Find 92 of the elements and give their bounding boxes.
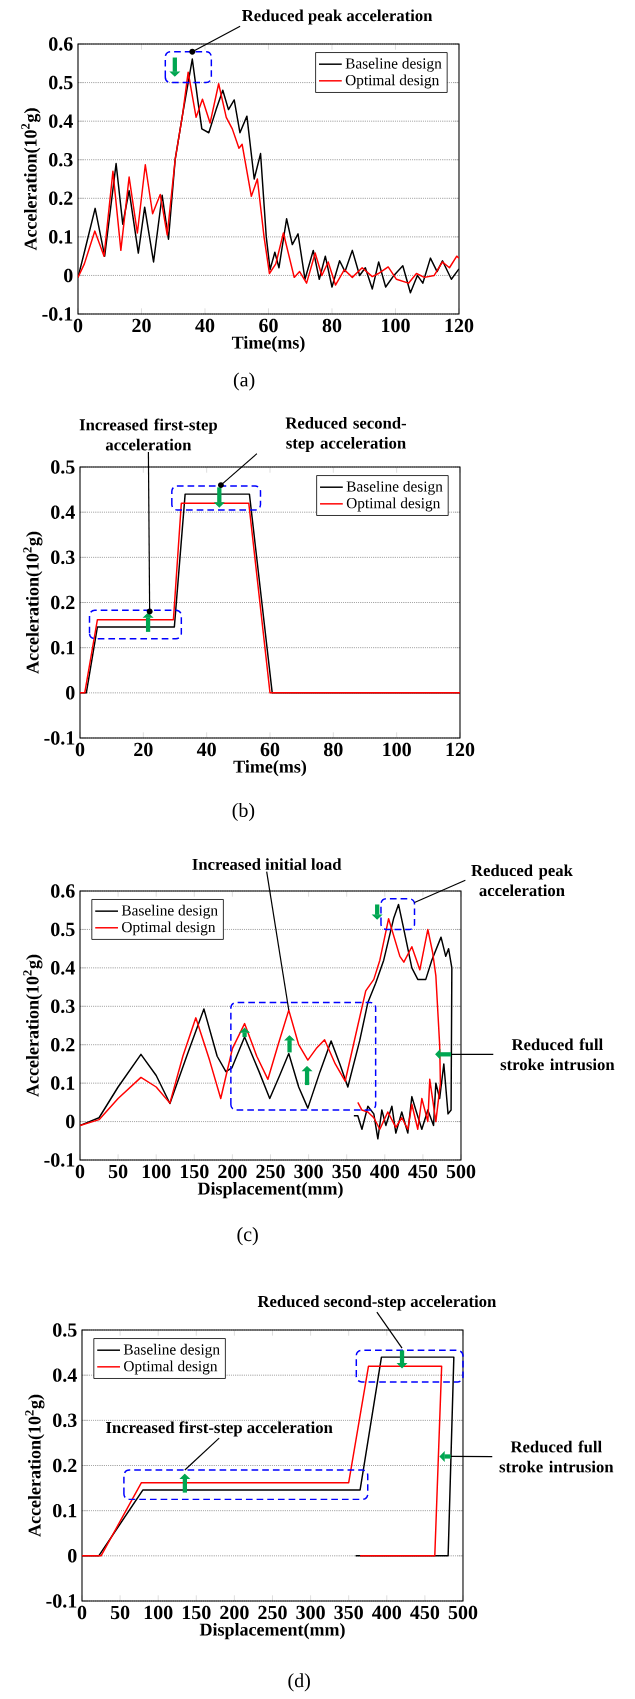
y-tick-label: 0.2 (49, 191, 73, 206)
x-tick-label: 450 (410, 1605, 440, 1620)
annotation: Increased initial load (192, 858, 342, 870)
x-tick-label: 400 (372, 1605, 402, 1620)
x-tick-label: 500 (446, 1164, 476, 1179)
y-tick-label: 0 (64, 268, 73, 283)
y-tick-label: 0.3 (53, 1413, 77, 1428)
x-tick-label: 20 (134, 742, 153, 757)
x-tick-label: 80 (324, 742, 343, 757)
y-tick-label: 0.1 (51, 1076, 75, 1090)
y-tick-label: 0.2 (51, 1037, 75, 1052)
x-tick-label: 80 (322, 318, 342, 333)
x-tick-label: 50 (110, 1605, 130, 1620)
y-tick-label: 0.3 (51, 999, 75, 1014)
y-tick-label: 0.1 (53, 1503, 77, 1518)
text: (c) (237, 1227, 258, 1246)
x-tick-label: 120 (446, 742, 475, 757)
y-tick-label: 0.1 (49, 230, 73, 244)
x-tick-label: 150 (180, 1164, 209, 1179)
x-tick-label: 250 (256, 1164, 285, 1179)
y-tick-label: 0.5 (51, 922, 75, 937)
x-tick-label: 100 (144, 1605, 173, 1620)
x-tick-label: 150 (182, 1605, 211, 1620)
y-axis-title: Acceleration(10$^{2}$g) (23, 531, 43, 674)
x-tick-label: 450 (408, 1164, 438, 1179)
text: Reduced peak acceleration (471, 864, 573, 897)
y-tick-label: 0.1 (51, 640, 75, 655)
x-axis-title: Time(ms) (231, 336, 305, 353)
y-axis-title: Acceleration(10$^{2}$g) (21, 108, 41, 251)
y-tick-label: 0 (68, 1549, 77, 1563)
x-tick-label: 120 (445, 318, 474, 333)
x-tick-label: 300 (294, 1164, 323, 1179)
legend-label: Baseline design (123, 1343, 220, 1358)
legend-label: Optimal design (346, 497, 441, 512)
y-tick-label: 0.3 (51, 550, 75, 565)
y-tick-label: 0.3 (49, 152, 73, 167)
y-tick-label: 0.6 (49, 37, 73, 51)
x-tick-label: 350 (334, 1605, 363, 1620)
x-tick-label: 60 (260, 742, 280, 757)
x-tick-label: 200 (220, 1605, 249, 1620)
legend-label: Baseline design (121, 904, 218, 919)
y-tick-label: 0.5 (53, 1323, 77, 1337)
y-tick-label: 0.5 (51, 460, 75, 474)
text: Increased first-step acceleration (79, 418, 217, 451)
x-tick-label: 200 (218, 1164, 247, 1179)
x-tick-label: 20 (132, 318, 151, 333)
text: (a) (233, 372, 255, 391)
x-tick-label: 60 (259, 318, 278, 333)
y-tick-label: -0.1 (46, 1594, 77, 1608)
y-tick-label: -0.1 (44, 731, 75, 745)
legend-label: Baseline design (346, 480, 443, 495)
y-tick-label: 0.2 (53, 1458, 77, 1473)
y-tick-label: 0.2 (51, 595, 75, 610)
x-tick-label: 100 (382, 318, 410, 333)
y-tick-label: 0.6 (51, 884, 75, 898)
text: Reduced second-step acceleration (257, 1295, 497, 1311)
y-tick-label: 0.4 (53, 1368, 77, 1382)
y-tick-label: -0.1 (44, 1153, 75, 1167)
x-tick-label: 400 (370, 1164, 400, 1179)
y-tick-label: 0 (66, 686, 75, 700)
y-axis-title: Acceleration(10$^{2}$g) (23, 954, 43, 1097)
legend-label: Baseline design (345, 57, 442, 72)
x-axis-title: Displacement(mm) (197, 1182, 343, 1199)
y-axis-title: Acceleration(10$^{2}$g) (25, 1394, 45, 1537)
y-tick-label: 0 (66, 1114, 75, 1129)
legend-label: Optimal design (345, 74, 440, 89)
text: Reduced full stroke intrusion (500, 1038, 615, 1071)
x-tick-label: 250 (258, 1605, 287, 1620)
x-axis-title: Time(ms) (233, 760, 307, 777)
x-tick-label: 50 (108, 1164, 128, 1179)
x-tick-label: 0 (77, 1605, 87, 1620)
x-tick-label: 40 (196, 742, 216, 757)
x-tick-label: 40 (195, 318, 215, 333)
x-axis-title: Displacement(mm) (199, 1623, 345, 1640)
y-tick-label: 0.4 (49, 114, 73, 128)
y-tick-label: 0.4 (51, 505, 75, 519)
text: (b) (232, 802, 255, 822)
y-tick-label: 0.5 (49, 75, 73, 90)
x-tick-label: 300 (296, 1605, 325, 1620)
legend-label: Optimal design (124, 1360, 218, 1375)
text: (d) (288, 1673, 310, 1692)
y-tick-label: -0.1 (42, 307, 73, 321)
text: Reduced second-step acceleration (285, 416, 407, 453)
annotation: Increased first-step acceleration (106, 1421, 333, 1437)
x-tick-label: 350 (332, 1164, 361, 1179)
y-tick-label: 0.4 (51, 961, 75, 975)
x-tick-label: 100 (142, 1164, 171, 1179)
x-tick-label: 100 (383, 742, 411, 757)
text: Reduced peak acceleration (242, 9, 433, 25)
x-tick-label: 500 (448, 1605, 478, 1620)
legend-label: Optimal design (122, 921, 216, 936)
text: Reduced full stroke intrusion (499, 1440, 614, 1473)
